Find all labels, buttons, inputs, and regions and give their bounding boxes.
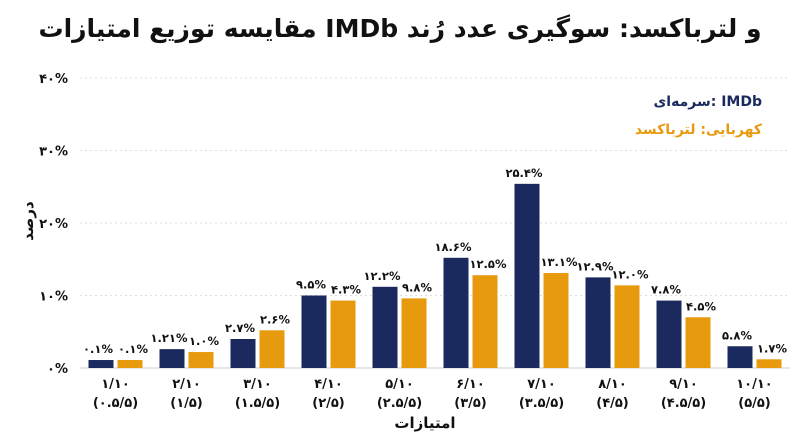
bar-imdb	[443, 257, 469, 368]
data-label-letterboxd: ۲.۶%	[260, 312, 290, 326]
x-tick-label: ۳/۱۰	[243, 377, 272, 392]
x-tick-sublabel: (۲.۵/۵)	[377, 396, 422, 411]
bar-imdb	[372, 286, 398, 368]
data-label-letterboxd: ۹.۸%	[402, 280, 432, 294]
x-tick-label: ۶/۱۰	[456, 377, 485, 392]
data-label-imdb: ۲۵.۴%	[506, 166, 543, 180]
x-tick-sublabel: (۵/۵)	[738, 396, 771, 411]
bar-letterboxd	[117, 360, 143, 368]
x-tick-sublabel: (۰.۵/۵)	[93, 396, 138, 411]
data-label-imdb: ۹.۵%	[296, 278, 326, 292]
bar-letterboxd	[685, 317, 711, 368]
x-tick-labels: ۱/۱۰ (۰.۵/۵) ۲/۱۰ (۱/۵) ۳/۱۰ (۱.۵/۵) ۴/۱۰ (۲/۵)…	[93, 377, 773, 411]
bar-letterboxd	[259, 330, 285, 368]
x-tick-sublabel: (۳.۵/۵)	[519, 396, 564, 411]
bar-imdb	[656, 300, 682, 368]
legend-letterboxd: کهربایی: لترباکسد	[634, 122, 762, 138]
x-tick-label: ۷/۱۰	[527, 377, 556, 392]
x-tick-sublabel: (۱.۵/۵)	[235, 396, 280, 411]
bar-imdb	[514, 183, 540, 368]
x-tick-label: ۴/۱۰	[314, 377, 343, 392]
data-label-letterboxd: ۰.۱%	[118, 342, 148, 356]
data-label-imdb: ۱۸.۶%	[435, 240, 472, 254]
x-tick-label: ۱۰/۱۰	[736, 377, 773, 392]
x-tick-sublabel: (۴/۵)	[596, 396, 629, 411]
x-tick-sublabel: (۳/۵)	[454, 396, 487, 411]
legend-imdb: سرمه‌ای: IMDb	[653, 94, 762, 110]
x-tick-label: ۹/۱۰	[669, 377, 698, 392]
data-label-letterboxd: ۱.۷%	[757, 341, 787, 355]
y-tick-label: ۳۰%	[39, 145, 68, 160]
bars	[88, 183, 782, 368]
bar-letterboxd	[188, 352, 214, 368]
bar-imdb	[727, 346, 753, 368]
data-label-letterboxd: ۴.۵%	[686, 299, 716, 313]
x-tick-sublabel: (۴.۵/۵)	[661, 396, 706, 411]
bar-imdb	[301, 295, 327, 368]
y-tick-label: ۰%	[47, 362, 68, 377]
x-tick-sublabel: (۱/۵)	[170, 396, 203, 411]
x-tick-label: ۲/۱۰	[172, 377, 201, 392]
x-tick-label: ۸/۱۰	[598, 377, 627, 392]
bar-letterboxd	[543, 273, 569, 368]
data-label-imdb: ۵.۸%	[722, 328, 752, 342]
legend: سرمه‌ای: IMDb کهربایی: لترباکسد	[635, 88, 762, 144]
data-label-letterboxd: ۱۲.۵%	[470, 257, 507, 271]
bar-imdb	[230, 339, 256, 368]
x-tick-label: ۱/۱۰	[101, 377, 130, 392]
data-label-imdb: ۱۲.۹%	[577, 259, 614, 273]
data-label-letterboxd: ۱.۰%	[189, 334, 219, 348]
data-labels: ۰.۱% ۰.۱%۱.۲۱% ۱.۰%۲.۷%۲.۶%۹.۵% ۴.۳%۱۲.۲%۹.…	[83, 166, 787, 356]
x-axis-label: امتیازات	[394, 414, 456, 432]
x-tick-label: ۵/۱۰	[385, 377, 414, 392]
data-label-imdb: ۲.۷%	[225, 321, 255, 335]
y-tick-label: ۱۰%	[39, 290, 68, 305]
x-tick-sublabel: (۲/۵)	[312, 396, 345, 411]
bar-letterboxd	[401, 298, 427, 368]
bar-letterboxd	[614, 285, 640, 368]
data-label-letterboxd: ۴.۳%	[331, 283, 361, 297]
data-label-letterboxd: ۱۳.۱%	[541, 255, 578, 269]
bar-imdb	[88, 360, 114, 368]
y-tick-label: ۲۰%	[39, 217, 68, 232]
data-label-imdb: ۰.۱%	[83, 342, 113, 356]
data-label-imdb: ۱.۲۱%	[151, 331, 188, 345]
bar-imdb	[159, 349, 185, 368]
data-label-letterboxd: ۱۲.۰%	[612, 267, 649, 281]
bar-imdb	[585, 277, 611, 368]
y-axis-label: درصد	[19, 201, 37, 241]
bar-letterboxd	[330, 300, 356, 368]
y-tick-labels: ۰% ۱۰% ۲۰% ۳۰% ۴۰%	[39, 72, 68, 377]
data-label-imdb: ۷.۸%	[651, 283, 681, 297]
data-label-imdb: ۱۲.۲%	[364, 269, 401, 283]
chart-title: مقایسه توزیع امتیازات IMDb و لترباکسد: س…	[38, 14, 762, 43]
bar-letterboxd	[756, 359, 782, 368]
bar-letterboxd	[472, 275, 498, 368]
y-tick-label: ۴۰%	[39, 72, 68, 87]
